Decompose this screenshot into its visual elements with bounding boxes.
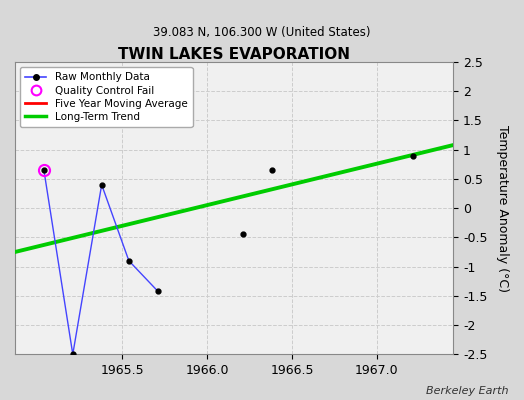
Title: TWIN LAKES EVAPORATION: TWIN LAKES EVAPORATION bbox=[118, 47, 350, 62]
Y-axis label: Temperature Anomaly (°C): Temperature Anomaly (°C) bbox=[496, 125, 509, 292]
Legend: Raw Monthly Data, Quality Control Fail, Five Year Moving Average, Long-Term Tren: Raw Monthly Data, Quality Control Fail, … bbox=[20, 67, 192, 127]
Text: Berkeley Earth: Berkeley Earth bbox=[426, 386, 508, 396]
Text: 39.083 N, 106.300 W (United States): 39.083 N, 106.300 W (United States) bbox=[153, 26, 371, 39]
